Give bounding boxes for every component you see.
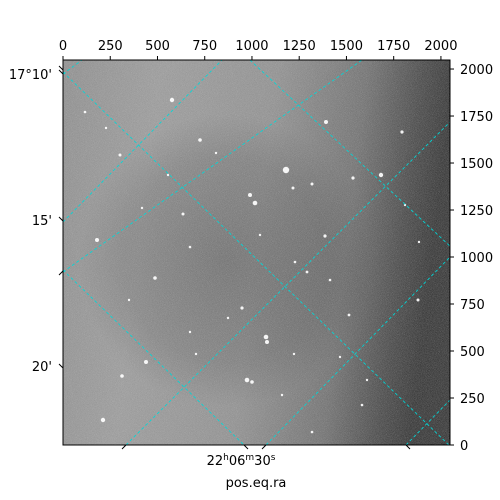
star <box>324 120 328 124</box>
left-tick-mark <box>58 69 64 75</box>
star <box>188 245 192 249</box>
bottom-ra-axis: 22h06m30s <box>121 444 411 469</box>
right-tick-label: 0 <box>460 439 468 454</box>
left-tick-label: 20' <box>32 360 52 375</box>
star <box>100 417 106 423</box>
bottom-tick-mark <box>261 444 267 450</box>
star <box>280 393 284 397</box>
coordinate-grid <box>63 60 450 445</box>
star <box>153 276 157 280</box>
star <box>118 153 122 157</box>
grid-line <box>63 60 363 273</box>
right-tick-label: 2000 <box>460 63 493 78</box>
star <box>144 360 148 364</box>
star <box>417 240 421 244</box>
star <box>83 110 87 114</box>
star <box>214 151 218 155</box>
star <box>104 126 108 130</box>
left-tick-mark <box>58 216 64 222</box>
star <box>360 403 364 407</box>
left-tick-label: 17°10' <box>9 68 52 83</box>
top-tick-label: 0 <box>59 39 67 54</box>
right-tick-label: 250 <box>460 392 485 407</box>
star <box>305 270 309 274</box>
left-dec-axis: 17°10' 15' 20' <box>9 65 64 375</box>
star <box>416 298 420 302</box>
stars <box>83 97 421 434</box>
star <box>378 172 384 178</box>
left-tick-label: 15' <box>32 214 52 229</box>
right-tick-label: 1750 <box>460 110 493 125</box>
grid-line <box>63 60 223 223</box>
bottom-tick-label: 22h06m30s <box>207 453 276 469</box>
star <box>347 313 351 317</box>
star <box>240 306 244 310</box>
top-tick-label: 250 <box>98 39 123 54</box>
top-tick-label: 2000 <box>424 39 457 54</box>
star <box>181 212 185 216</box>
star <box>252 200 258 206</box>
left-tick-mark <box>58 270 64 276</box>
grid-line <box>265 256 450 445</box>
grid-line <box>63 60 83 75</box>
star <box>403 203 407 207</box>
bottom-tick-mark <box>405 444 411 450</box>
star <box>338 355 342 359</box>
grid-line <box>249 60 450 247</box>
star <box>140 206 144 210</box>
right-tick-label: 750 <box>460 298 485 313</box>
star <box>282 166 290 174</box>
image-noise <box>63 60 450 445</box>
top-tick-label: 1500 <box>330 39 363 54</box>
right-tick-label: 1000 <box>460 251 493 266</box>
star <box>310 182 314 186</box>
star <box>194 352 198 356</box>
right-tick-label: 1500 <box>460 157 493 172</box>
star <box>169 97 175 103</box>
sky-image <box>63 60 450 445</box>
star <box>244 377 250 383</box>
plot-frame <box>62 59 451 446</box>
bottom-tick-mark <box>243 444 249 450</box>
top-tick-label: 500 <box>145 39 170 54</box>
right-pixel-axis: 0 250 500 750 1000 1250 1500 1750 2000 <box>450 63 493 454</box>
star <box>226 316 230 320</box>
star <box>293 260 297 264</box>
star <box>328 278 332 282</box>
left-tick-mark <box>58 65 64 71</box>
grid-line <box>63 71 450 445</box>
star <box>188 330 192 334</box>
grid-line <box>63 269 245 445</box>
bottom-tick-mark <box>121 444 127 450</box>
star <box>292 352 296 356</box>
star <box>323 234 327 238</box>
x-axis-label: pos.eq.ra <box>226 476 287 491</box>
star <box>365 378 369 382</box>
top-tick-label: 1000 <box>235 39 268 54</box>
star <box>166 173 170 177</box>
top-tick-label: 750 <box>192 39 217 54</box>
star <box>248 193 252 197</box>
star <box>400 130 404 134</box>
top-tick-label: 1750 <box>377 39 410 54</box>
star <box>120 374 124 378</box>
star <box>265 340 269 344</box>
star <box>198 138 202 142</box>
top-pixel-axis: 0 250 500 750 1000 1250 1500 1750 2000 <box>59 39 457 60</box>
star <box>291 186 295 190</box>
right-tick-label: 1250 <box>460 204 493 219</box>
left-tick-mark <box>58 363 64 369</box>
right-tick-label: 500 <box>460 345 485 360</box>
star <box>263 334 269 340</box>
star <box>351 176 355 180</box>
star <box>258 233 262 237</box>
star <box>127 298 131 302</box>
star <box>250 380 254 384</box>
star <box>95 238 99 242</box>
top-tick-label: 1250 <box>283 39 316 54</box>
star <box>310 430 314 434</box>
